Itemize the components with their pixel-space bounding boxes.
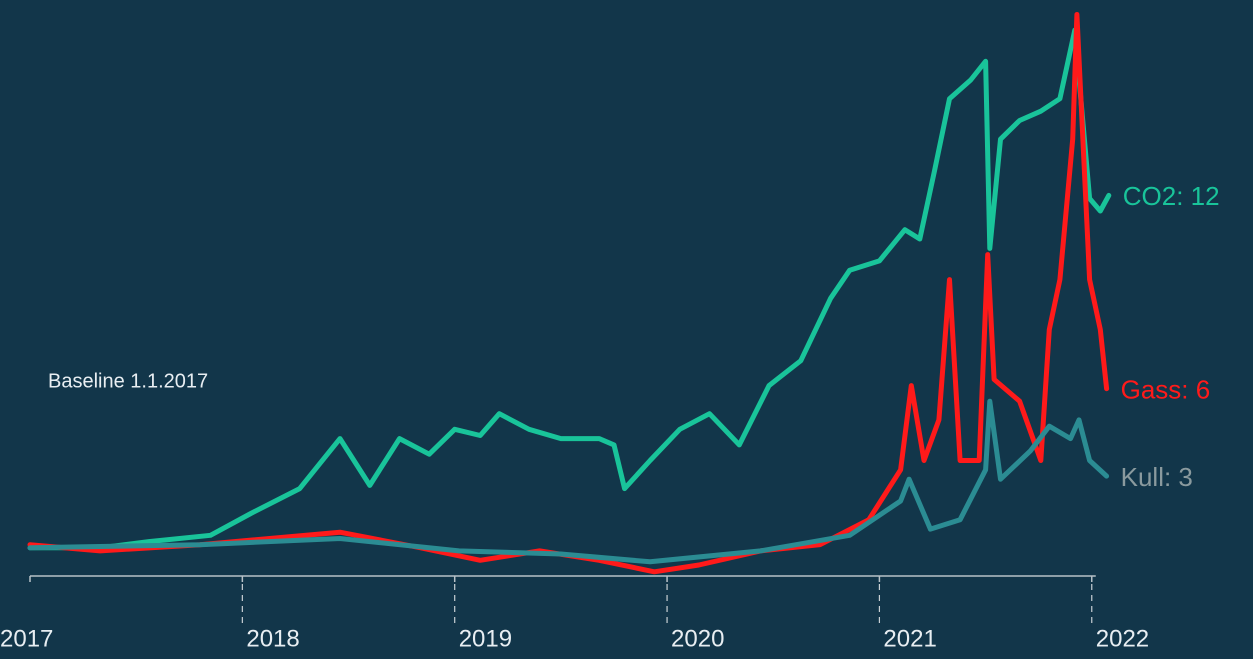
x-tick-label: 2019 [459,625,512,652]
x-tick-label: 2020 [671,625,724,652]
x-tick-label: 2018 [246,625,299,652]
series-label: Kull: 3 [1121,462,1193,492]
series-line [27,12,1110,575]
x-tick-label: 2017 [0,625,53,652]
series-label: CO2: 12 [1123,181,1220,211]
series-line [27,27,1112,551]
annotation: Baseline 1.1.2017 [48,370,208,392]
x-tick-label: 2022 [1096,625,1149,652]
x-tick-label: 2021 [883,625,936,652]
series-line [27,398,1110,565]
series-label: Gass: 6 [1121,375,1211,405]
